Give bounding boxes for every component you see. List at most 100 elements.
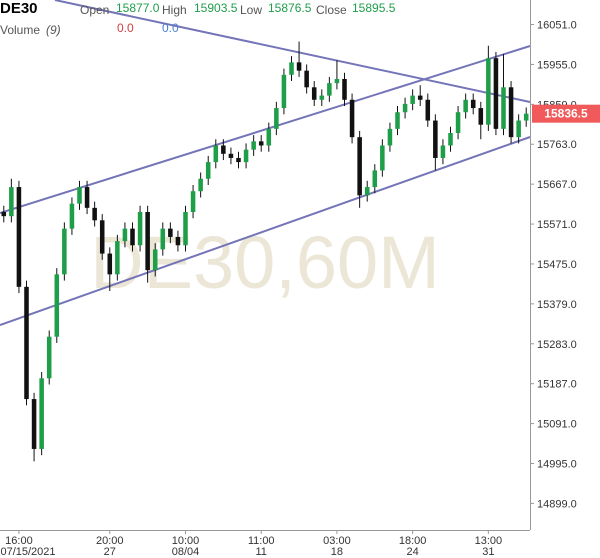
candle-body [99,220,105,254]
candle-body [281,74,287,109]
candle-body [417,95,423,100]
symbol: DE30 [0,0,38,17]
candle-body [24,286,29,400]
candle-body [213,145,219,163]
trendline [0,45,531,214]
candle-body [448,133,453,146]
x-tick-sublabel: 18 [331,546,343,558]
candle-body [327,83,332,96]
candle-body [395,112,400,129]
volume-period: (9) [46,23,61,37]
candle-body [493,58,499,129]
candle-body [168,228,173,237]
candle-body [304,70,309,88]
y-tick-label: 15283.0 [537,339,577,351]
last-price-label: 15836.5 [544,107,588,121]
candle-body [145,212,150,271]
candle-body [266,128,272,146]
candle-body [243,149,249,163]
candle-body [342,78,347,100]
y-tick-label: 15667.0 [537,179,577,191]
candle-body [334,78,340,84]
low-value: 15876.5 [268,1,312,15]
x-tick-sublabel: 08/04 [172,546,200,558]
candle-body [425,99,431,121]
open-label: Open [80,3,109,17]
x-tick-label: 20:00 [96,535,124,547]
candle-body [440,145,446,158]
candle-body [508,87,514,138]
candle-body [433,120,438,158]
candle-body [92,207,97,221]
candle-body [501,87,506,129]
candle-body [137,212,143,246]
y-tick-label: 15571.0 [537,219,577,231]
candle-body [31,399,37,449]
candle-body [455,112,461,134]
x-tick-label: 03:00 [323,535,351,547]
y-tick-label: 15187.0 [537,379,577,391]
x-tick-label: 13:00 [475,535,503,547]
y-tick-label: 14995.0 [537,458,577,470]
candle-body [410,95,415,104]
candle-body [77,187,82,204]
x-tick-label: 18:00 [399,535,427,547]
candle-body [228,153,234,158]
volume-label: Volume [0,23,40,37]
candle-body [205,162,211,179]
candle-body [364,187,370,196]
candle-body [198,178,203,192]
candle-body [175,236,181,246]
y-tick-label: 15955.0 [537,59,577,71]
high-label: High [162,3,187,17]
candle-body [486,58,491,125]
candle-body [183,212,188,246]
trendlines [0,0,531,326]
candle-body [402,103,408,113]
candle-body [478,108,484,125]
close-value: 15895.5 [352,1,396,15]
candle-body [69,203,75,229]
volume-value: 0.0 [162,21,179,35]
candle-body [84,187,90,208]
candle-body [251,141,256,150]
candle-body [62,228,67,275]
candle-body [372,170,378,188]
candle-body [274,108,279,129]
candle-body [160,228,166,250]
last-price-box [532,104,600,123]
candle-body [1,212,7,217]
candle-body [523,113,529,121]
y-tick-label: 16051.0 [537,20,577,32]
y-tick-label: 15379.0 [537,299,577,311]
trendline [54,0,531,103]
x-tick-sublabel: 31 [482,546,494,558]
close-label: Close [316,3,347,17]
candle-body [115,241,120,275]
candle-body [387,128,393,146]
candle-body [319,95,325,100]
candle-body [16,187,22,287]
candle-body [107,253,113,275]
watermark: DE30,60M [90,221,440,304]
y-tick-label: 15475.0 [537,259,577,271]
high-value: 15903.5 [194,1,238,15]
x-tick-sublabel: 07/15/2021 [0,546,55,558]
candle-body [289,62,294,75]
x-tick-label: 10:00 [172,535,200,547]
candle-body [357,137,362,196]
candle-body [54,274,60,337]
candle-body [258,141,264,146]
y-tick-label: 14899.0 [537,498,577,510]
trendline [0,136,531,326]
candle-body [221,145,226,154]
candle-body [463,99,468,113]
x-tick-label: 16:00 [5,535,33,547]
x-tick-label: 11:00 [248,535,275,547]
candle-body [296,62,302,71]
x-tick-sublabel: 27 [104,546,116,558]
candle-body [236,157,241,163]
candle-body [9,187,14,217]
candle-body [130,228,135,246]
